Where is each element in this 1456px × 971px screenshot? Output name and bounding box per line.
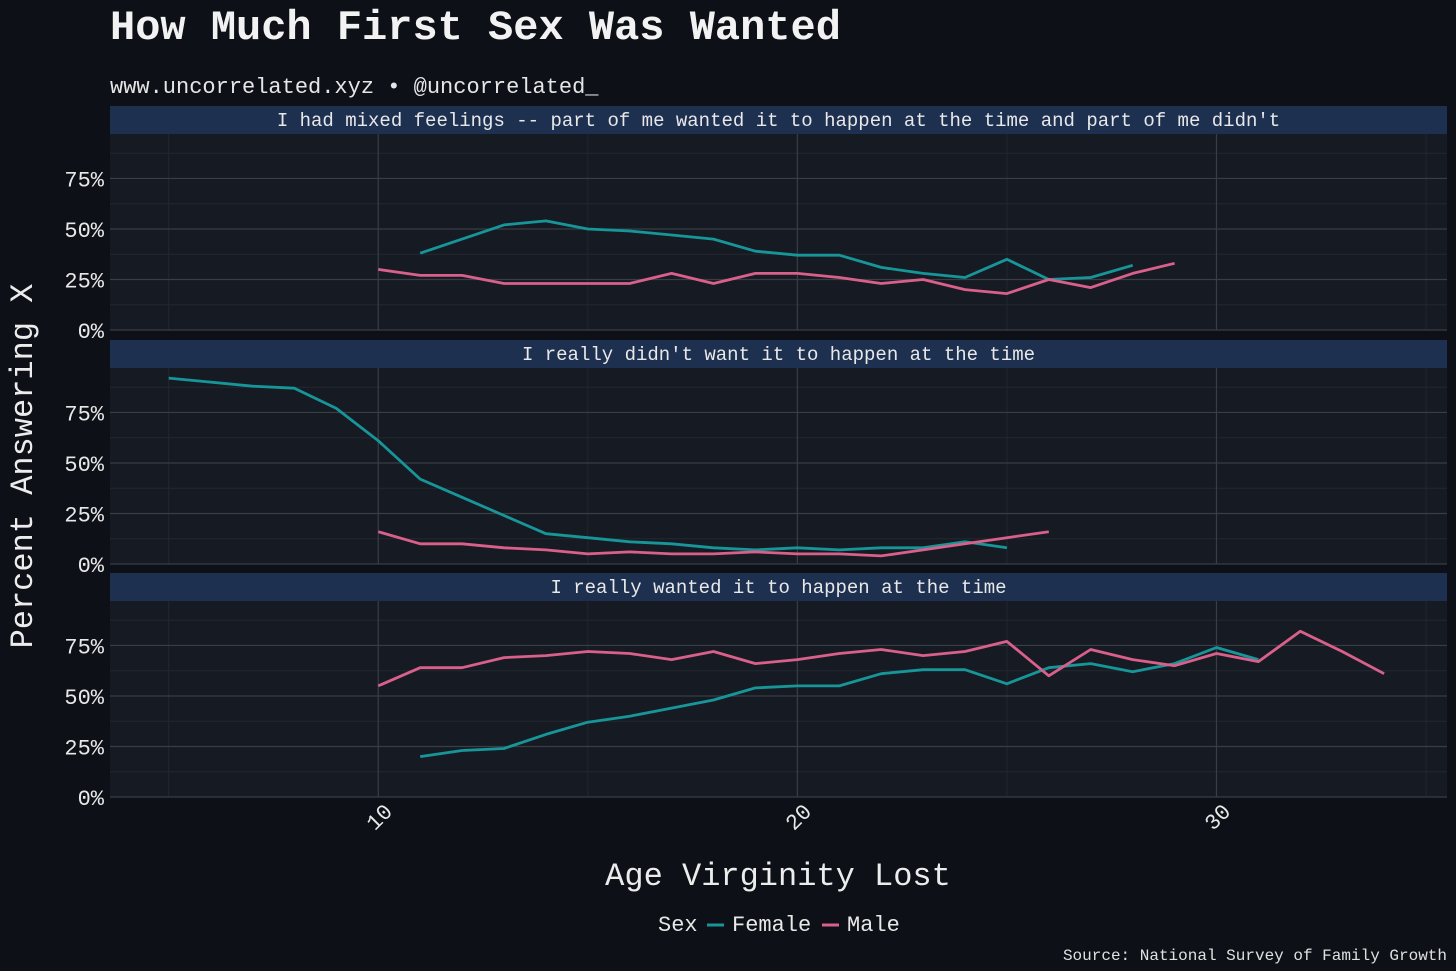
- y-tick-label: 75%: [64, 168, 104, 193]
- series-line-male: [377, 530, 1049, 558]
- legend-female-label: Female: [732, 913, 811, 938]
- y-tick-label: 25%: [64, 503, 104, 528]
- facet-strip-label: I really wanted it to happen at the time: [550, 577, 1006, 599]
- panel-background: [110, 368, 1447, 564]
- y-tick-label: 75%: [64, 635, 104, 660]
- y-tick-label: 25%: [64, 269, 104, 294]
- y-tick-label: 50%: [64, 453, 104, 478]
- facet-strip: [110, 573, 1447, 601]
- series-line-male: [377, 629, 1385, 688]
- panel-background: [110, 134, 1447, 330]
- facet-panel-2: I really didn't want it to happen at the…: [64, 340, 1447, 579]
- series-line-female: [419, 646, 1259, 758]
- series-line-female: [168, 376, 1008, 552]
- facet-panel-1: I had mixed feelings -- part of me wante…: [64, 106, 1447, 345]
- y-tick-label: 75%: [64, 402, 104, 427]
- facet-panels: I had mixed feelings -- part of me wante…: [64, 106, 1447, 812]
- panel-background: [110, 601, 1447, 797]
- source-caption: Source: National Survey of Family Growth: [1063, 947, 1447, 965]
- y-tick-label: 0%: [78, 787, 105, 812]
- y-axis-title: Percent Answering X: [5, 284, 42, 649]
- y-tick-label: 50%: [64, 219, 104, 244]
- facet-strip: [110, 340, 1447, 368]
- facet-strip-label: I really didn't want it to happen at the…: [522, 344, 1035, 366]
- chart-subtitle: www.uncorrelated.xyz • @uncorrelated_: [110, 75, 599, 100]
- facet-strip-label: I had mixed feelings -- part of me wante…: [277, 110, 1280, 132]
- chart-title: How Much First Sex Was Wanted: [110, 4, 841, 52]
- facet-panel-3: I really wanted it to happen at the time…: [64, 573, 1447, 812]
- y-tick-label: 25%: [64, 736, 104, 761]
- legend-title: Sex: [658, 913, 698, 938]
- legend-male-label: Male: [847, 913, 900, 938]
- series-line-male: [378, 261, 1175, 296]
- facet-strip: [110, 106, 1447, 134]
- y-tick-label: 0%: [78, 320, 105, 345]
- legend: Sex Female Male: [658, 913, 900, 938]
- y-tick-label: 0%: [78, 554, 105, 579]
- x-axis-title: Age Virginity Lost: [605, 858, 951, 895]
- y-tick-label: 50%: [64, 686, 104, 711]
- series-line-female: [419, 219, 1134, 281]
